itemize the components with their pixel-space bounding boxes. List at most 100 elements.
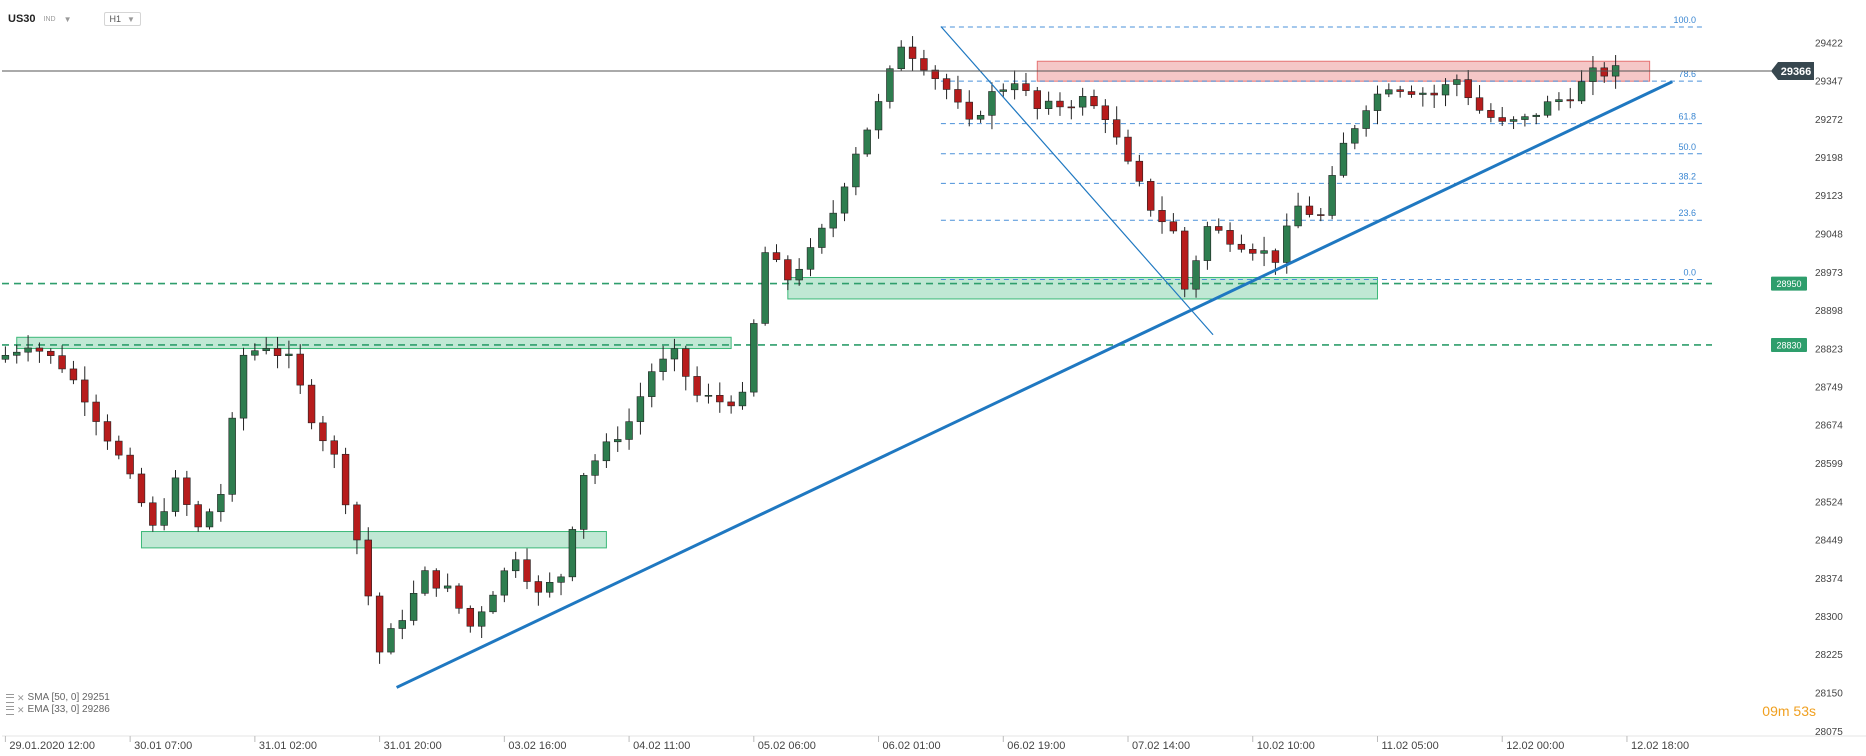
candle-body <box>115 440 123 456</box>
candle-body <box>727 401 735 407</box>
x-tick-label: 11.02 05:00 <box>1381 740 1438 752</box>
candle <box>47 348 55 364</box>
candle-body <box>772 252 781 260</box>
candle-body <box>160 511 168 526</box>
candle-body <box>171 477 180 512</box>
candle-body <box>1260 250 1268 254</box>
candle <box>115 435 123 460</box>
candle-body <box>682 348 690 377</box>
y-tick-label: 29123 <box>1815 191 1843 202</box>
y-tick-label: 28300 <box>1815 612 1843 623</box>
candle <box>489 591 497 614</box>
candle <box>580 472 588 539</box>
candle <box>92 394 100 436</box>
candle <box>988 82 996 130</box>
candle <box>1090 89 1098 109</box>
candle-body <box>568 529 577 578</box>
candle-body <box>1498 117 1506 122</box>
candle-body <box>1509 119 1518 122</box>
candle-body <box>886 68 894 102</box>
candle-body <box>761 252 769 324</box>
candle-body <box>69 368 78 381</box>
candle <box>103 414 112 450</box>
candle <box>1419 87 1427 107</box>
candle <box>1453 74 1461 97</box>
candle-body <box>806 247 815 270</box>
candle-body <box>353 504 361 541</box>
chevron-down-icon: ▼ <box>127 14 135 24</box>
candle-body <box>738 391 747 407</box>
candle-body <box>500 570 509 596</box>
candle-body <box>931 69 939 79</box>
x-tick-label: 31.01 20:00 <box>384 740 442 752</box>
candle-body <box>1521 116 1529 120</box>
y-tick-label: 29422 <box>1815 38 1843 49</box>
candle-timer: 09m 53s <box>1762 703 1816 719</box>
support-label-1: 28830 <box>1776 340 1801 350</box>
symbol-name[interactable]: US30 <box>8 13 36 25</box>
candle-body <box>1044 100 1053 109</box>
y-axis: 29422 29347 29272 29198 29123 29048 28973 28898… <box>1815 38 1843 738</box>
candle <box>171 470 180 517</box>
candle <box>591 454 599 485</box>
candle-body <box>1237 243 1246 250</box>
candle-body <box>421 570 429 594</box>
close-icon[interactable]: ✕ <box>17 705 25 715</box>
y-tick-label: 28374 <box>1815 574 1843 585</box>
y-tick-label: 29198 <box>1815 153 1843 164</box>
candle <box>455 583 463 614</box>
candle <box>1362 105 1370 137</box>
candle <box>330 435 338 469</box>
chevron-down-icon[interactable]: ▼ <box>63 14 72 24</box>
candle-body <box>750 323 758 393</box>
candle-body <box>285 353 293 356</box>
candle-body <box>1543 101 1552 116</box>
support-tag-1 <box>1771 337 1807 352</box>
candle-body <box>1158 210 1166 223</box>
indicator-sma[interactable]: ✕ SMA [50, 0] 29251 <box>6 692 110 704</box>
x-tick-label: 10.02 10:00 <box>1257 740 1315 752</box>
zones-layer <box>16 60 1651 549</box>
candle <box>1181 227 1189 298</box>
candle-body <box>1226 230 1234 245</box>
candle-body <box>194 504 202 528</box>
candle-body <box>523 559 531 582</box>
candle-body <box>251 350 259 356</box>
fib-label-5: 23.6 <box>1678 208 1696 218</box>
y-tick-label: 28823 <box>1815 345 1843 356</box>
candle-body <box>1294 205 1302 227</box>
candle-body <box>443 585 452 589</box>
current-price-layer: 29366 <box>2 61 1814 80</box>
settings-icon[interactable] <box>6 693 14 703</box>
candle-body <box>489 594 497 613</box>
candle-body <box>455 585 463 609</box>
indicator-list: ✕ SMA [50, 0] 29251 ✕ EMA [33, 0] 29286 <box>6 692 110 716</box>
candle-body <box>1441 84 1450 96</box>
candle-body <box>1249 249 1257 254</box>
candle-body <box>1566 99 1574 102</box>
candle-body <box>103 421 112 442</box>
candle <box>806 238 815 277</box>
indicator-ema[interactable]: ✕ EMA [33, 0] 29286 <box>6 704 110 716</box>
candle <box>1169 213 1178 234</box>
candle-body <box>1453 79 1461 85</box>
x-tick-label: 06.02 01:00 <box>883 740 941 752</box>
candle-body <box>1328 175 1336 216</box>
candle <box>58 345 66 373</box>
candle <box>13 344 21 364</box>
candle <box>217 483 225 522</box>
settings-icon[interactable] <box>6 705 14 715</box>
candle-body <box>1430 92 1438 96</box>
candle <box>1328 166 1336 220</box>
candle <box>568 526 577 582</box>
close-icon[interactable]: ✕ <box>17 693 25 703</box>
timeframe-select[interactable]: H1 ▼ <box>103 12 141 26</box>
candle-body <box>1283 225 1291 263</box>
candle <box>1555 92 1563 111</box>
candle-body <box>341 453 350 506</box>
candle <box>183 470 191 516</box>
candle <box>511 551 520 578</box>
fib-label-1: 78.6 <box>1678 69 1696 79</box>
fib-label-3: 50.0 <box>1678 142 1696 152</box>
